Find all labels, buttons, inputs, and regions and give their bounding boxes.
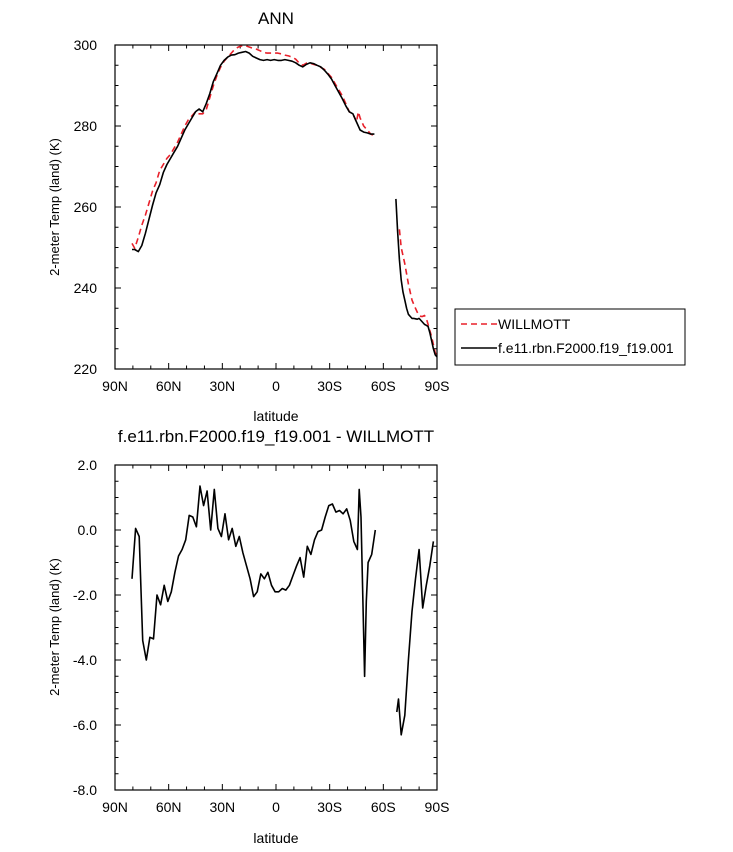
series-lines	[131, 44, 438, 358]
series-line-0	[131, 44, 375, 250]
x-tick-label: 30S	[317, 378, 342, 394]
y-tick-label: 240	[74, 280, 98, 296]
legend: WILLMOTT f.e11.rbn.F2000.f19_f19.001	[454, 308, 686, 366]
x-tick-label: 60N	[156, 799, 182, 815]
axis-ticks: 90N 60N 30N 0 30S 60S 90S 300 280 260 240 220	[74, 37, 450, 394]
x-tick-label: 0	[272, 799, 280, 815]
series-line-1	[395, 198, 438, 358]
series-lines	[131, 485, 435, 736]
x-tick-label: 60N	[156, 378, 182, 394]
y-tick-label: 2.0	[78, 457, 98, 473]
y-tick-label: 0.0	[78, 522, 98, 538]
x-tick-label: 90S	[425, 378, 450, 394]
difference-line	[131, 485, 377, 678]
x-tick-label: 30N	[209, 378, 235, 394]
x-tick-label: 60S	[371, 378, 396, 394]
y-axis-label: 2-meter Temp (land) (K)	[47, 138, 62, 276]
y-tick-label: -6.0	[73, 717, 97, 733]
difference-line	[396, 541, 435, 736]
x-tick-label: 30S	[317, 799, 342, 815]
y-tick-label: 280	[74, 118, 98, 134]
annual-temperature-chart: ANN latitude 2-meter Temp (land) (K) 90N…	[47, 9, 686, 424]
x-tick-label: 30N	[209, 799, 235, 815]
plot-frame	[114, 464, 438, 791]
x-axis-label: latitude	[253, 408, 298, 424]
x-axis-label: latitude	[253, 830, 298, 846]
y-tick-label: -4.0	[73, 652, 97, 668]
difference-chart: f.e11.rbn.F2000.f19_f19.001 - WILLMOTT l…	[47, 427, 449, 846]
x-tick-label: 0	[272, 378, 280, 394]
chart-title: ANN	[258, 9, 294, 28]
legend-label-willmott: WILLMOTT	[498, 316, 571, 332]
x-tick-label: 90S	[425, 799, 450, 815]
y-tick-label: 300	[74, 37, 98, 53]
y-tick-label: 220	[74, 361, 98, 377]
x-tick-label: 90N	[102, 378, 128, 394]
legend-box	[454, 308, 686, 366]
plot-frame	[114, 44, 438, 370]
y-tick-label: -2.0	[73, 587, 97, 603]
chart-title: f.e11.rbn.F2000.f19_f19.001 - WILLMOTT	[118, 427, 434, 446]
legend-label-model: f.e11.rbn.F2000.f19_f19.001	[498, 340, 674, 356]
x-tick-label: 60S	[371, 799, 396, 815]
axis-ticks: 90N 60N 30N 0 30S 60S 90S 2.0 0.0 -2.0 -4.0 -6.0 -8.…	[73, 457, 450, 815]
x-tick-label: 90N	[102, 799, 128, 815]
series-line-1	[132, 50, 375, 253]
y-tick-label: 260	[74, 199, 98, 215]
y-axis-label: 2-meter Temp (land) (K)	[47, 558, 62, 696]
y-tick-label: -8.0	[73, 782, 97, 798]
